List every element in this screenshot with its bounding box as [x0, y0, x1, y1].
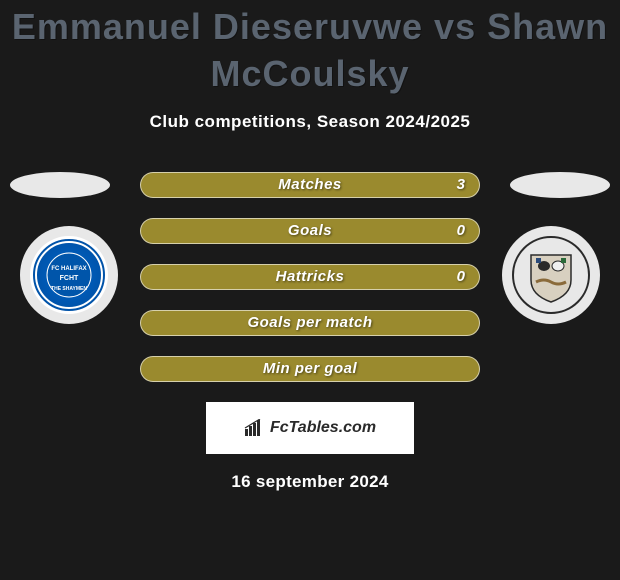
stat-value: 0	[457, 268, 465, 285]
club-crest-right-icon	[516, 240, 586, 310]
stat-bar-matches: Matches 3	[140, 172, 480, 198]
stat-value: 0	[457, 222, 465, 239]
season-subtitle: Club competitions, Season 2024/2025	[0, 112, 620, 132]
svg-text:THE SHAYMEN: THE SHAYMEN	[51, 286, 87, 292]
fctables-logo-text: FcTables.com	[270, 419, 376, 437]
fctables-logo-box: FcTables.com	[206, 402, 414, 454]
club-badge-left: FC HALIFAX FCHT THE SHAYMEN	[20, 226, 118, 324]
bar-chart-icon	[244, 419, 264, 437]
stats-container: Matches 3 Goals 0 Hattricks 0 Goals per …	[140, 172, 480, 382]
comparison-date: 16 september 2024	[0, 472, 620, 492]
svg-text:FCHT: FCHT	[60, 275, 79, 282]
club-badge-right-inner	[512, 236, 590, 314]
stat-label: Goals	[288, 222, 332, 239]
stat-label: Hattricks	[276, 268, 345, 285]
stat-label: Min per goal	[263, 360, 357, 377]
halifax-crest-icon: FC HALIFAX FCHT THE SHAYMEN	[44, 250, 94, 300]
club-badge-left-inner: FC HALIFAX FCHT THE SHAYMEN	[30, 236, 108, 314]
stat-label: Matches	[278, 176, 342, 193]
svg-text:FC HALIFAX: FC HALIFAX	[51, 266, 86, 272]
stat-bar-hattricks: Hattricks 0	[140, 264, 480, 290]
stat-label: Goals per match	[247, 314, 372, 331]
club-badge-right	[502, 226, 600, 324]
stat-bar-min-per-goal: Min per goal	[140, 356, 480, 382]
stat-bar-goals: Goals 0	[140, 218, 480, 244]
stat-bar-goals-per-match: Goals per match	[140, 310, 480, 336]
stat-value: 3	[457, 176, 465, 193]
comparison-content: FC HALIFAX FCHT THE SHAYMEN Matches 3 Go…	[0, 172, 620, 492]
player-oval-right	[510, 172, 610, 198]
comparison-title: Emmanuel Dieseruvwe vs Shawn McCoulsky	[0, 0, 620, 98]
player-oval-left	[10, 172, 110, 198]
